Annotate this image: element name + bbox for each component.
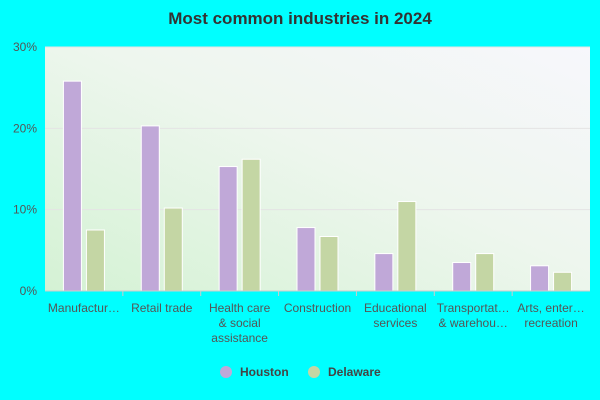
bar-delaware bbox=[163, 207, 183, 292]
bar-houston bbox=[62, 80, 82, 292]
x-category-label: Transportat… & warehou… bbox=[437, 301, 510, 330]
chart-title: Most common industries in 2024 bbox=[168, 9, 432, 28]
legend-swatch-delaware bbox=[308, 366, 320, 378]
x-category-label: Manufactur… bbox=[48, 301, 120, 315]
bar-houston bbox=[296, 227, 316, 292]
x-category-label: Health care & social assistance bbox=[209, 301, 271, 345]
bar-delaware bbox=[475, 253, 495, 292]
legend-swatch-houston bbox=[220, 366, 232, 378]
plot-area bbox=[45, 47, 590, 291]
bar-delaware bbox=[553, 271, 573, 292]
x-category-label: Arts, enter… recreation bbox=[517, 301, 584, 330]
bar-delaware bbox=[397, 201, 417, 292]
x-category-label: Construction bbox=[284, 301, 351, 315]
y-tick-label: 30% bbox=[13, 40, 37, 54]
y-tick-label: 0% bbox=[20, 284, 38, 298]
x-axis-categories: Manufactur… Retail trade Health care & soci… bbox=[48, 291, 585, 345]
y-axis-ticks: 0% 10% 20% 30% bbox=[13, 40, 37, 298]
bar-delaware bbox=[241, 158, 261, 292]
bar-houston bbox=[530, 265, 550, 292]
legend-label-houston: Houston bbox=[240, 365, 289, 379]
x-category-label: Educational services bbox=[364, 301, 427, 330]
y-tick-label: 10% bbox=[13, 203, 37, 217]
gridlines bbox=[45, 46, 590, 211]
bar-houston bbox=[374, 253, 394, 292]
bar-houston bbox=[218, 166, 238, 292]
bars bbox=[62, 80, 573, 292]
legend-label-delaware: Delaware bbox=[328, 365, 381, 379]
bar-houston bbox=[140, 125, 160, 292]
y-tick-label: 20% bbox=[13, 121, 37, 135]
bar-delaware bbox=[85, 229, 105, 292]
bar-delaware bbox=[319, 236, 339, 292]
bar-houston bbox=[452, 262, 472, 292]
legend: Houston Delaware bbox=[220, 365, 381, 379]
x-category-label: Retail trade bbox=[131, 301, 193, 315]
